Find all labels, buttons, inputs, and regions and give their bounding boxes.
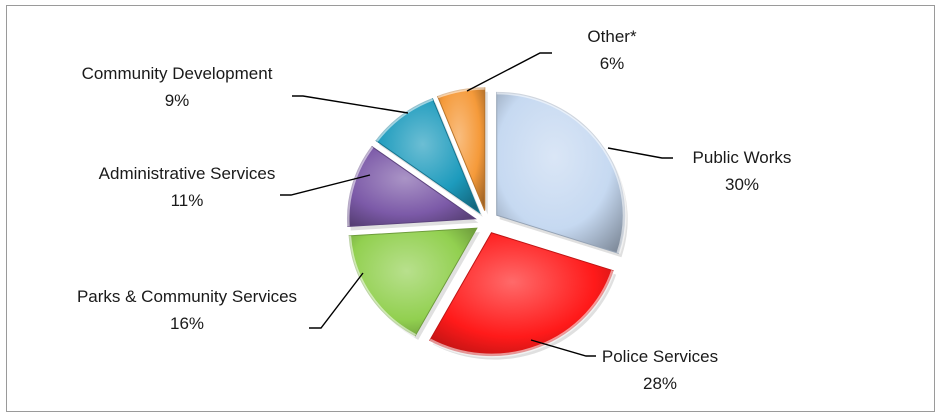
slices-layer xyxy=(345,85,628,360)
slice-bevel xyxy=(496,90,627,254)
label-community-development: Community Development xyxy=(82,64,273,83)
value-label-administrative-services: 11% xyxy=(171,191,204,210)
leader-line-public-works xyxy=(607,147,673,159)
slice-public-works xyxy=(496,91,626,254)
value-label-parks-community-services: 16% xyxy=(170,314,204,333)
leader-line-community-development xyxy=(292,95,409,114)
leader-lines xyxy=(280,52,673,357)
value-label-police-services: 28% xyxy=(643,374,677,393)
label-police-services: Police Services xyxy=(602,347,718,366)
slice-bevel xyxy=(345,145,374,227)
value-label-other: 6% xyxy=(600,54,625,73)
label-parks-community-services: Parks & Community Services xyxy=(77,287,297,306)
slice-bevel xyxy=(347,235,417,338)
label-administrative-services: Administrative Services xyxy=(99,164,276,183)
value-label-public-works: 30% xyxy=(725,175,759,194)
label-public-works: Public Works xyxy=(693,148,792,167)
leader-line-police-services xyxy=(530,339,596,357)
slice-bevel xyxy=(428,270,616,358)
data-labels: Public Works 30% Police Services 28% Parks &… xyxy=(77,27,792,393)
leader-line-administrative-services xyxy=(280,174,371,196)
slice-bevel xyxy=(436,85,485,99)
label-other: Other* xyxy=(587,27,637,46)
leader-line-other xyxy=(466,52,552,92)
slice-bevel xyxy=(374,96,434,142)
value-label-community-development: 9% xyxy=(165,91,190,110)
leader-line-parks-community-services xyxy=(309,272,364,329)
